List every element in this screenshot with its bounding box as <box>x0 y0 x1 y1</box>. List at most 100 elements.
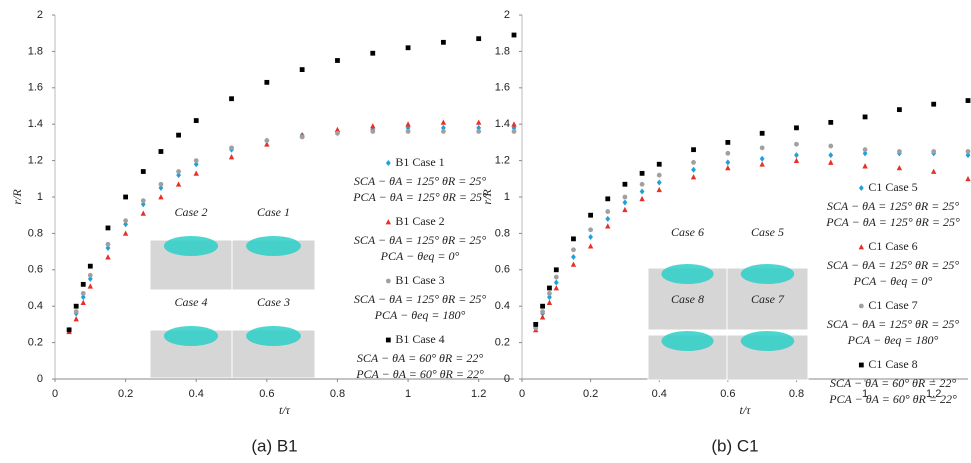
marker <box>965 175 971 182</box>
legend-label: C1 Case 8 <box>868 357 917 371</box>
droplet <box>740 331 795 351</box>
y-axis-title: r/R <box>10 189 24 205</box>
legend-marker <box>385 219 392 225</box>
inset-label: Case 5 <box>751 225 784 239</box>
marker <box>80 281 86 287</box>
marker <box>570 261 577 267</box>
marker <box>476 36 482 42</box>
marker <box>193 161 199 168</box>
marker <box>176 132 181 138</box>
droplet <box>246 326 301 346</box>
x-axis-title: t/τ <box>740 403 752 417</box>
x-axis-title: t/τ <box>279 403 291 417</box>
marker <box>587 243 594 249</box>
marker <box>639 195 645 202</box>
legend-note: PCA − θA = 125° θR = 25° <box>352 190 487 204</box>
marker <box>759 161 765 167</box>
y-tick-label: 1.8 <box>495 45 510 57</box>
marker <box>930 168 937 174</box>
y-tick-label: 1.4 <box>495 118 510 130</box>
marker <box>690 174 697 180</box>
x-tick-label: 0.8 <box>330 388 345 400</box>
y-axis-title: r/R <box>480 189 494 205</box>
marker <box>158 184 164 191</box>
marker <box>511 121 517 127</box>
marker <box>405 121 411 127</box>
x-tick-label: 1.2 <box>926 388 941 400</box>
marker <box>622 206 628 213</box>
marker <box>656 161 662 167</box>
marker <box>123 221 129 228</box>
marker <box>605 196 611 202</box>
x-tick-label: 0 <box>519 388 525 400</box>
y-tick-label: 1.4 <box>28 118 43 130</box>
marker <box>759 130 765 136</box>
y-tick-label: 0.4 <box>495 300 510 312</box>
x-tick-label: 0.4 <box>189 388 204 400</box>
marker <box>553 285 560 291</box>
droplet <box>740 264 795 284</box>
legend-label: B1 Case 1 <box>395 155 444 169</box>
marker <box>553 279 559 286</box>
marker <box>588 212 594 218</box>
marker <box>405 129 411 134</box>
y-tick-label: 0.6 <box>495 264 510 276</box>
legend-note: PCA − θeq = 180° <box>374 308 466 322</box>
marker <box>605 223 611 229</box>
droplet <box>163 326 219 346</box>
marker <box>622 194 628 200</box>
marker <box>476 124 482 131</box>
marker <box>264 141 270 147</box>
marker <box>725 164 731 171</box>
marker <box>691 147 696 153</box>
marker <box>105 241 111 247</box>
marker <box>725 150 731 156</box>
marker <box>87 272 93 278</box>
legend-note: SCA − θA = 60° θR = 22° <box>830 376 956 390</box>
marker <box>794 141 799 147</box>
y-tick-label: 0.2 <box>28 337 43 349</box>
y-tick-label: 0 <box>504 373 510 385</box>
marker <box>553 274 559 280</box>
marker <box>546 299 553 305</box>
inset-image <box>231 329 316 379</box>
marker <box>105 254 111 260</box>
legend-label: B1 Case 3 <box>395 273 444 287</box>
marker <box>533 322 539 327</box>
legend-note: SCA − θA = 60° θR = 22° <box>357 351 483 365</box>
marker <box>571 247 576 253</box>
x-tick-label: 1 <box>862 388 868 400</box>
marker <box>828 152 834 159</box>
marker <box>264 138 270 143</box>
marker <box>87 275 93 282</box>
x-tick-label: 0.6 <box>259 388 274 400</box>
legend-label: C1 Case 6 <box>868 239 917 253</box>
marker <box>622 181 628 187</box>
marker <box>571 236 576 242</box>
marker <box>87 283 94 289</box>
x-tick-label: 0.2 <box>118 388 133 400</box>
legend-note: SCA − θA = 125° θR = 25° <box>354 233 486 247</box>
y-tick-label: 2 <box>504 9 510 21</box>
x-tick-label: 0.2 <box>583 388 598 400</box>
marker <box>511 32 517 38</box>
y-tick-label: 1 <box>37 191 43 203</box>
marker <box>335 130 340 136</box>
y-tick-label: 0.8 <box>28 227 43 239</box>
marker <box>931 101 937 107</box>
marker <box>539 314 546 320</box>
marker <box>547 285 552 291</box>
marker <box>931 149 937 154</box>
marker <box>725 159 731 166</box>
y-tick-label: 1.8 <box>28 45 43 57</box>
marker <box>862 147 868 153</box>
marker <box>965 152 971 159</box>
legend-note: SCA − θA = 125° θR = 25° <box>354 292 486 306</box>
caption: (a) B1 <box>251 436 297 455</box>
marker <box>105 225 111 231</box>
marker <box>80 294 86 301</box>
marker <box>73 316 79 322</box>
droplet <box>661 331 714 351</box>
legend-note: PCA − θA = 60° θR = 22° <box>828 392 957 406</box>
marker <box>794 125 799 131</box>
